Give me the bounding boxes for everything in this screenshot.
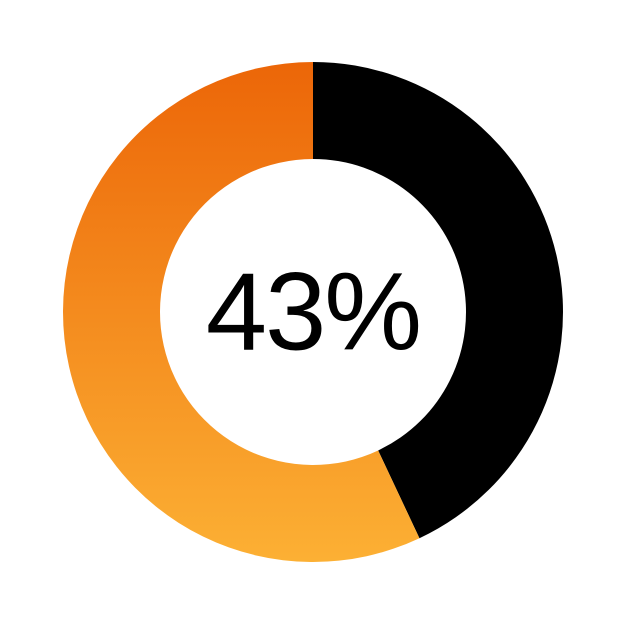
donut-chart: 43% [53, 52, 573, 572]
percentage-label: 43% [206, 249, 420, 376]
